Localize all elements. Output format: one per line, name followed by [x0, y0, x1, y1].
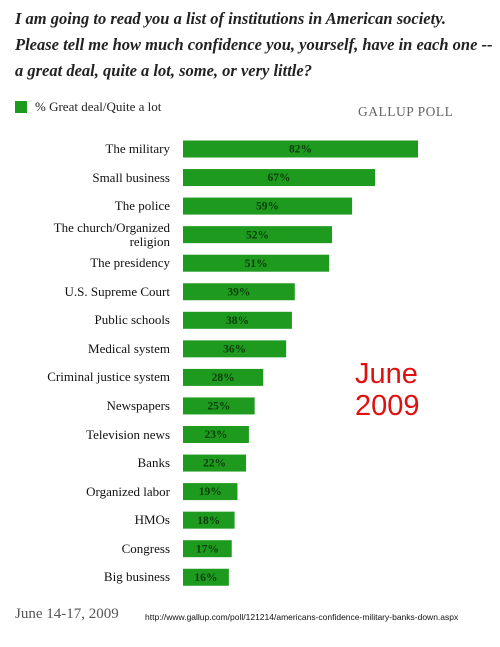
bar	[183, 483, 238, 501]
value-label: 51%	[245, 258, 268, 270]
bar	[183, 397, 255, 415]
bar	[183, 169, 376, 187]
category-label: The police	[114, 198, 170, 214]
bar	[183, 283, 295, 301]
bar	[183, 540, 232, 558]
bar	[183, 140, 419, 158]
bar	[183, 454, 247, 472]
date: June 14-17, 2009	[15, 606, 119, 622]
annotation: June 2009	[355, 358, 420, 422]
category-label: Big business	[103, 569, 170, 585]
value-label: 19%	[199, 486, 222, 498]
bar	[183, 568, 229, 586]
chart-title: I am going to read you a list of institu…	[15, 9, 493, 80]
category-label: Medical system	[88, 340, 170, 356]
bar	[183, 311, 292, 329]
value-label: 16%	[194, 572, 217, 584]
legend-label: % Great deal/Quite a lot	[35, 99, 162, 114]
value-label: 59%	[256, 201, 279, 213]
category-label: Newspapers	[106, 397, 170, 413]
bar	[183, 254, 330, 272]
url: http://www.gallup.com/poll/121214/americ…	[145, 612, 459, 622]
category-label: Banks	[137, 455, 171, 471]
category-label: Public schools	[94, 312, 170, 328]
value-label: 67%	[268, 172, 291, 184]
bar	[183, 368, 264, 386]
category-label: The military	[105, 141, 170, 156]
category-label: U.S. Supreme Court	[64, 283, 170, 299]
value-label: 25%	[207, 401, 230, 413]
value-label: 22%	[203, 458, 226, 470]
bar	[183, 340, 287, 358]
category-label: HMOs	[134, 512, 170, 528]
legend-swatch	[15, 101, 27, 113]
bar	[183, 197, 353, 215]
value-label: 28%	[212, 372, 235, 384]
value-label: 82%	[289, 144, 312, 156]
value-label: 39%	[227, 286, 250, 298]
category-label: Television news	[86, 426, 170, 442]
category-label: Small business	[92, 169, 170, 185]
value-label: 52%	[246, 229, 269, 241]
category-label: Organized labor	[86, 483, 170, 499]
bar	[183, 426, 249, 443]
value-label: 23%	[204, 429, 227, 441]
value-label: 18%	[197, 515, 220, 527]
bar	[183, 226, 333, 244]
source: GALLUP POLL	[358, 104, 454, 119]
value-label: 17%	[196, 543, 219, 555]
category-label: The church/Organized religion	[53, 219, 170, 249]
bar	[183, 511, 235, 529]
category-label: Criminal justice system	[47, 369, 170, 385]
value-label: 36%	[223, 343, 246, 355]
value-label: 38%	[226, 315, 249, 327]
category-label: Congress	[121, 540, 170, 556]
category-label: The presidency	[90, 255, 170, 271]
